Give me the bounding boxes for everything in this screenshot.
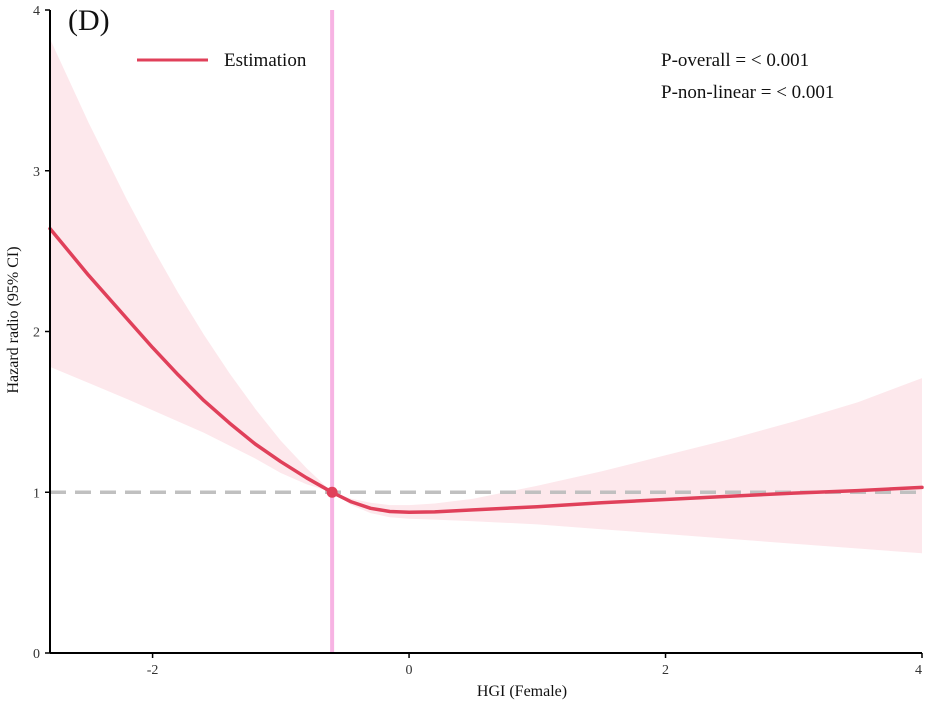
legend: Estimation (137, 50, 307, 71)
y-tick-label: 2 (33, 326, 40, 341)
legend-label-estimation: Estimation (224, 50, 307, 71)
panel-label: (D) (68, 4, 110, 37)
confidence-band (50, 38, 922, 554)
y-tick-label: 3 (33, 165, 40, 180)
p-nonlinear-annotation: P-non-linear = < 0.001 (661, 82, 834, 103)
y-tick-label: 0 (33, 647, 40, 662)
knot-point (326, 486, 338, 498)
x-tick-label: -2 (147, 663, 159, 678)
estimation-line (48, 226, 924, 515)
y-tick-label: 4 (33, 4, 40, 19)
x-tick-label: 4 (915, 663, 922, 678)
x-tick-label: 0 (406, 663, 413, 678)
x-tick-label: 2 (662, 663, 669, 678)
x-axis-title: HGI (Female) (477, 683, 567, 700)
y-axis-title: Hazard radio (95% CI) (5, 246, 22, 393)
y-tick-label: 1 (33, 486, 40, 501)
p-overall-annotation: P-overall = < 0.001 (661, 50, 809, 71)
